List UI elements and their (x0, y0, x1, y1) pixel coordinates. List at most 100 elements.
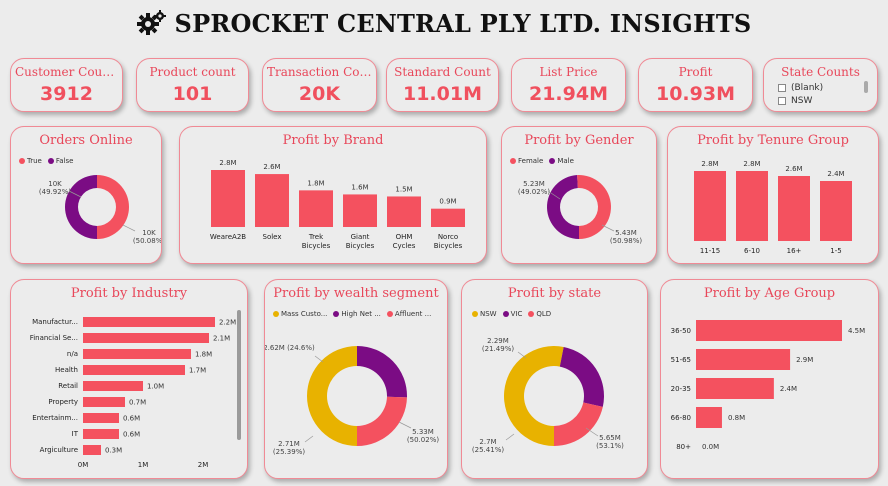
slice-percent: (53.1%) (596, 442, 624, 450)
category-label: n/a (67, 350, 78, 358)
slicer-option-label: (Blank) (791, 83, 824, 93)
leader-line (304, 435, 314, 443)
slicer-option-nsw[interactable]: NSW (778, 96, 812, 106)
legend-item-high-net-worth[interactable]: High Net ... (333, 310, 381, 318)
slice-percent: (25.39%) (273, 448, 305, 456)
legend-item-nsw[interactable]: NSW (472, 310, 497, 318)
bar (83, 317, 215, 327)
profit-state-donut: 5.65M(53.1%) 2.7M(25.41%) 2.29M(21.49%) (472, 337, 624, 454)
kpi-label: Profit (678, 65, 713, 79)
data-label: 1.6M (351, 183, 368, 191)
profit-wealth-card: Profit by wealth segment Mass Custo... H… (264, 279, 448, 479)
slicer-title: State Counts (781, 65, 860, 79)
bar (343, 194, 377, 227)
kpi-value: 3912 (40, 83, 93, 105)
donut-slice (503, 346, 564, 446)
slice-percent: (50.08%) (133, 237, 161, 245)
kpi-value: 10.93M (655, 83, 735, 105)
slice-label: 2.62M (24.6%) (265, 344, 315, 352)
kpi-value: 20K (298, 83, 341, 105)
bar (696, 378, 774, 399)
category-label: Trek (308, 233, 324, 241)
category-label: 16+ (787, 247, 802, 255)
slicer-option-blank[interactable]: (Blank) (778, 83, 823, 93)
category-label: 20-35 (671, 385, 691, 393)
bar (736, 171, 768, 241)
bar (83, 365, 185, 375)
legend-item-true[interactable]: True (19, 157, 42, 165)
slice-percent: (49.02%) (518, 188, 550, 196)
category-label: Bicycles (302, 242, 331, 250)
kpi-label: Standard Count (394, 65, 491, 79)
chart-title: Profit by Tenure Group (697, 133, 849, 148)
data-label: 0.8M (728, 414, 745, 422)
slicer-option-label: NSW (791, 96, 813, 106)
checkbox[interactable] (778, 84, 786, 92)
slicer-scrollbar[interactable] (864, 81, 868, 93)
kpi-card-standard-count: Standard Count 11.01M (386, 58, 499, 112)
bar (255, 174, 289, 227)
kpi-value: 11.01M (402, 83, 482, 105)
data-label: 2.4M (780, 385, 797, 393)
leader-line (601, 224, 615, 232)
slice-label: 10K (142, 229, 156, 237)
legend-item-mass-customer[interactable]: Mass Custo... (273, 310, 327, 318)
bar (83, 397, 125, 407)
orders-online-donut: 10K(49.92%)10K(50.08%) (39, 175, 161, 245)
chart-title: Orders Online (39, 133, 133, 148)
tick-label: 1M (138, 461, 149, 469)
category-label: Solex (263, 233, 282, 241)
profit-age-card: Profit by Age Group 36-50 4.5M 51-65 2.9M 20… (660, 279, 879, 479)
legend-label: False (55, 157, 74, 165)
leader-line (68, 190, 82, 198)
legend-item-false[interactable]: False (47, 157, 74, 165)
bar (83, 413, 119, 423)
bar (696, 349, 791, 370)
bar (83, 445, 101, 455)
data-label: 0.6M (123, 431, 140, 439)
slice-label: 2.71M (278, 440, 300, 448)
data-label: 2.2M (219, 319, 236, 327)
data-label: 2.4M (827, 170, 844, 178)
slice-percent: (50.98%) (610, 237, 642, 245)
data-label: 1.8M (307, 179, 324, 187)
leader-line (398, 421, 412, 429)
donut-slice (307, 346, 357, 446)
category-label: WeareA2B (210, 233, 246, 241)
legend-item-qld[interactable]: QLD (528, 310, 551, 318)
legend-item-male[interactable]: Male (549, 157, 574, 165)
donut-slice (357, 396, 407, 446)
donut-slice (577, 175, 611, 239)
bar (696, 407, 722, 428)
bar (694, 171, 726, 241)
legend-item-vic[interactable]: VIC (502, 310, 522, 318)
page-title: SPROCKET CENTRAL PLY LTD. INSIGHTS (0, 6, 888, 40)
profit-state-card: Profit by state NSW VIC QLD 5.65M (53.1%)… (461, 279, 648, 479)
legend-item-affluent[interactable]: Affluent ... (386, 310, 431, 318)
category-label: 36-50 (671, 327, 691, 335)
legend-label: NSW (480, 310, 497, 318)
kpi-label: Transaction Cou... (267, 65, 376, 79)
leader-line (505, 433, 515, 441)
category-label: 11-15 (700, 247, 720, 255)
legend-item-female[interactable]: Female (510, 157, 543, 165)
leader-line (122, 224, 136, 232)
bar (696, 320, 842, 341)
chart-scrollbar[interactable] (237, 310, 241, 440)
kpi-card-profit: Profit 10.93M (638, 58, 753, 112)
category-label: IT (72, 430, 79, 438)
profit-tenure-chart: 2.8M 11-15 2.8M 6-10 2.6M 16+ 2.4M 1-5 (694, 160, 852, 255)
bar (211, 170, 245, 227)
slice-label: 5.43M (615, 229, 637, 237)
data-label: 0.3M (105, 447, 122, 455)
chart-title: Profit by Industry (70, 286, 188, 301)
legend-label: Mass Custo... (281, 310, 328, 318)
checkbox[interactable] (778, 97, 786, 105)
data-label: 0.9M (439, 198, 456, 206)
data-label: 0.6M (123, 415, 140, 423)
category-label: Cycles (393, 242, 416, 250)
category-label: 51-65 (671, 356, 691, 364)
slice-label: 5.65M (599, 434, 621, 442)
data-label: 2.9M (796, 356, 813, 364)
kpi-card-customer-counts: Customer Counts 3912 (10, 58, 123, 112)
